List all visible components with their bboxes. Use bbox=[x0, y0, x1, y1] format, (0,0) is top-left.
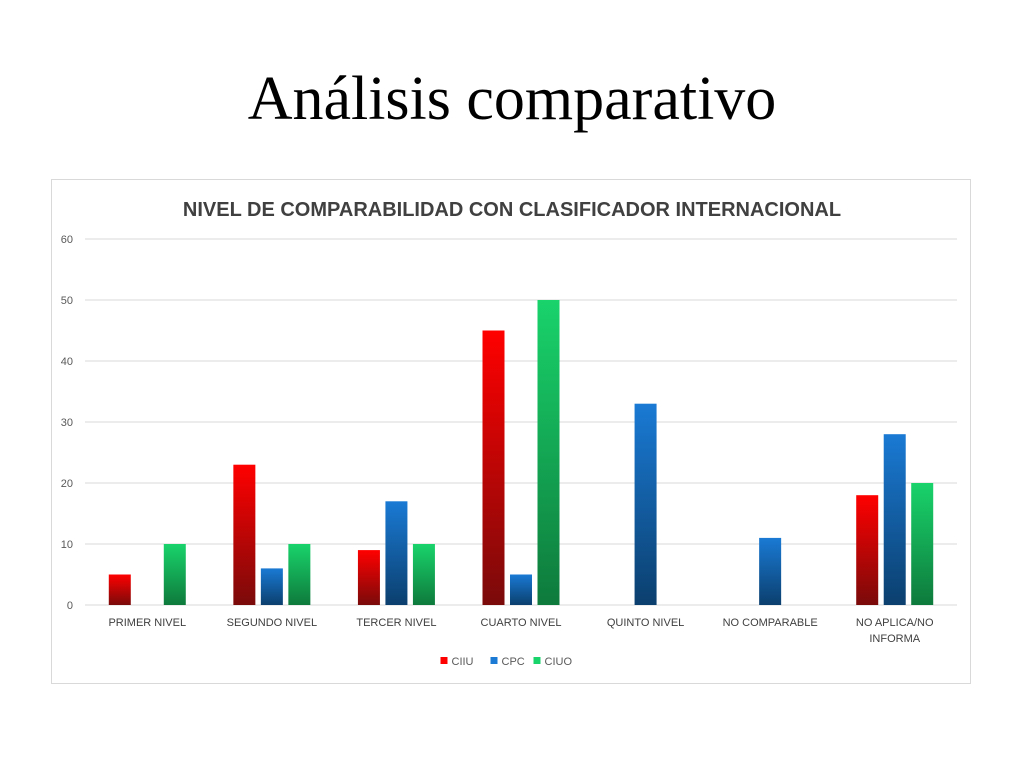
bar-ciuo-1 bbox=[288, 544, 311, 605]
legend: CIIU CPC CIUO bbox=[440, 656, 573, 668]
legend-item-cpc: CPC bbox=[490, 656, 525, 668]
legend-item-ciuo: CIUO bbox=[533, 656, 573, 668]
bar-ciuo-6 bbox=[911, 483, 934, 605]
bar-ciuo-0 bbox=[163, 544, 186, 605]
category-label: SEGUNDO NIVEL bbox=[227, 617, 317, 629]
bar-cpc-5 bbox=[759, 537, 782, 605]
bar-ciuo-2 bbox=[412, 544, 435, 605]
legend-swatch bbox=[533, 657, 541, 664]
x-axis-categories: PRIMER NIVEL SEGUNDO NIVEL TERCER NIVEL CUA… bbox=[108, 617, 934, 645]
bar-cpc-4 bbox=[634, 403, 657, 605]
bar-ciiu-0 bbox=[108, 574, 131, 605]
legend-swatch bbox=[440, 657, 448, 664]
bar-cpc-2 bbox=[385, 501, 408, 605]
gridlines bbox=[85, 238, 957, 606]
legend-item-ciiu: CIIU bbox=[440, 656, 474, 668]
legend-label: CIIU bbox=[452, 656, 474, 668]
slide-title: Análisis comparativo bbox=[247, 65, 777, 133]
y-tick-label: 50 bbox=[61, 295, 73, 307]
bar-chart: NIVEL DE COMPARABILIDAD CON CLASIFICADOR… bbox=[61, 199, 957, 668]
bar-ciiu-2 bbox=[357, 550, 380, 605]
category-label: CUARTO NIVEL bbox=[481, 617, 562, 629]
bar-cpc-6 bbox=[883, 434, 906, 605]
y-tick-label: 20 bbox=[61, 478, 73, 490]
category-label: NO APLICA/NO INFORMA bbox=[856, 617, 934, 645]
bar-ciiu-3 bbox=[482, 330, 505, 605]
chart-frame: NIVEL DE COMPARABILIDAD CON CLASIFICADOR… bbox=[51, 179, 971, 684]
category-label: NO COMPARABLE bbox=[723, 617, 818, 629]
category-label: PRIMER NIVEL bbox=[108, 617, 186, 629]
bar-ciiu-1 bbox=[233, 464, 256, 605]
bar-cpc-1 bbox=[260, 568, 283, 605]
legend-label: CIUO bbox=[545, 656, 573, 668]
y-tick-label: 40 bbox=[61, 356, 73, 368]
bar-ciuo-3 bbox=[537, 300, 560, 605]
y-tick-label: 10 bbox=[61, 539, 73, 551]
chart-title: NIVEL DE COMPARABILIDAD CON CLASIFICADOR… bbox=[183, 199, 841, 221]
category-label: QUINTO NIVEL bbox=[607, 617, 684, 629]
bar-ciiu-6 bbox=[856, 495, 879, 605]
bar-cpc-3 bbox=[510, 574, 532, 605]
legend-swatch bbox=[490, 657, 498, 664]
y-axis-ticks: 0 10 20 30 40 50 60 bbox=[61, 234, 73, 612]
legend-label: CPC bbox=[502, 656, 525, 668]
category-label: TERCER NIVEL bbox=[356, 617, 436, 629]
y-tick-label: 0 bbox=[67, 600, 73, 612]
bars bbox=[108, 300, 934, 605]
y-tick-label: 30 bbox=[61, 417, 73, 429]
y-tick-label: 60 bbox=[61, 234, 73, 246]
